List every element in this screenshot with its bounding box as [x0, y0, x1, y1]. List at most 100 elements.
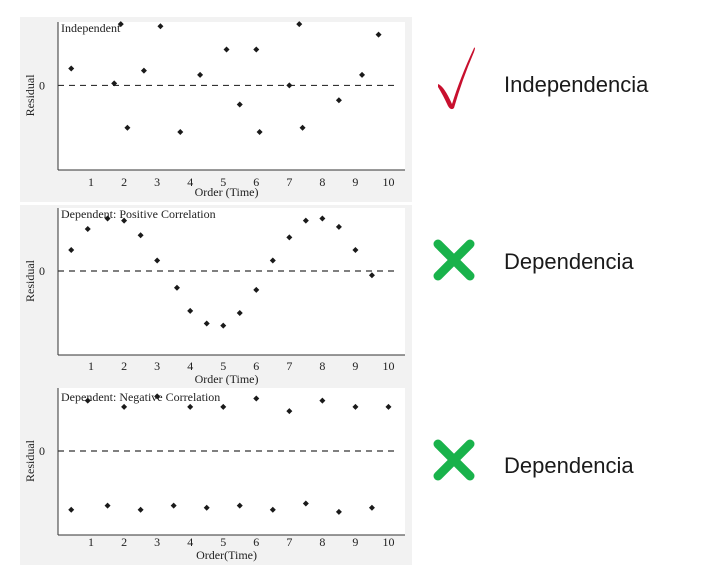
- x-tick-label: 10: [382, 535, 394, 549]
- data-point: [84, 397, 91, 404]
- data-point: [375, 31, 382, 38]
- data-point: [157, 23, 164, 30]
- data-point: [223, 46, 230, 53]
- cross-stroke-b: [433, 439, 475, 481]
- data-point: [121, 217, 128, 224]
- x-axis-label: Order(Time): [196, 548, 257, 562]
- x-tick-label: 2: [121, 535, 127, 549]
- y-tick-label: 0: [39, 78, 45, 92]
- data-point: [253, 46, 260, 53]
- data-point: [335, 97, 342, 104]
- x-tick-label: 7: [286, 175, 292, 189]
- check-icon: [438, 47, 475, 110]
- data-point: [286, 408, 293, 415]
- x-tick-label: 4: [187, 175, 193, 189]
- data-point: [385, 403, 392, 410]
- y-axis-label: Residual: [23, 74, 37, 117]
- x-tick-label: 8: [319, 359, 325, 373]
- cross-stroke-b: [433, 239, 475, 281]
- data-point: [236, 101, 243, 108]
- data-point: [220, 403, 227, 410]
- residual-plot-3: Dependent: Negative Correlation 0Residual…: [20, 385, 634, 565]
- data-point: [352, 247, 359, 253]
- data-point: [84, 226, 91, 232]
- x-tick-label: 10: [382, 175, 394, 189]
- data-point: [137, 506, 144, 513]
- data-point: [286, 82, 293, 89]
- data-point: [359, 71, 366, 78]
- x-tick-label: 1: [88, 359, 94, 373]
- x-tick-label: 3: [154, 175, 160, 189]
- data-point: [352, 403, 359, 410]
- x-tick-label: 7: [286, 359, 292, 373]
- cross-icon: [433, 439, 475, 481]
- data-point: [197, 71, 204, 78]
- data-point: [269, 257, 276, 264]
- data-point: [177, 128, 184, 135]
- data-point: [302, 217, 309, 224]
- data-point: [253, 395, 260, 402]
- x-tick-label: 10: [382, 359, 394, 373]
- data-point: [154, 257, 161, 264]
- x-tick-label: 3: [154, 535, 160, 549]
- x-tick-label: 2: [121, 175, 127, 189]
- data-point: [68, 247, 75, 253]
- x-tick-label: 8: [319, 535, 325, 549]
- x-tick-label: 2: [121, 359, 127, 373]
- data-point: [124, 124, 131, 131]
- data-point: [269, 506, 276, 513]
- x-tick-label: 4: [187, 535, 193, 549]
- data-point: [137, 232, 144, 239]
- x-tick-label: 9: [352, 359, 358, 373]
- plot-area: [58, 208, 405, 355]
- x-tick-label: 1: [88, 535, 94, 549]
- x-tick-label: 6: [253, 535, 259, 549]
- data-point: [170, 502, 177, 509]
- x-tick-label: 6: [253, 175, 259, 189]
- x-tick-label: 3: [154, 359, 160, 373]
- data-point: [236, 502, 243, 509]
- x-tick-label: 1: [88, 175, 94, 189]
- verdict-label: Dependencia: [504, 453, 634, 478]
- data-point: [187, 307, 194, 314]
- plot-title: Independent: [61, 21, 121, 35]
- data-point: [335, 508, 342, 515]
- data-point: [187, 403, 194, 410]
- x-tick-label: 5: [220, 535, 226, 549]
- residual-plot-2: Dependent: Positive Correlation 0Residual…: [20, 205, 634, 386]
- data-point: [140, 67, 147, 74]
- data-point: [68, 506, 75, 513]
- x-tick-label: 8: [319, 175, 325, 189]
- verdict-label: Independencia: [504, 72, 649, 97]
- data-point: [203, 320, 210, 327]
- verdict-label: Dependencia: [504, 249, 634, 274]
- x-tick-label: 9: [352, 175, 358, 189]
- y-axis-label: Residual: [23, 259, 37, 302]
- data-point: [236, 310, 243, 316]
- data-point: [299, 124, 306, 131]
- x-tick-label: 9: [352, 535, 358, 549]
- data-point: [220, 322, 227, 329]
- data-point: [203, 504, 210, 511]
- x-tick-label: 5: [220, 175, 226, 189]
- x-tick-label: 6: [253, 359, 259, 373]
- data-point: [319, 215, 326, 222]
- data-point: [111, 80, 118, 87]
- data-point: [302, 500, 309, 507]
- data-point: [104, 215, 111, 222]
- plot-area: [58, 388, 405, 535]
- plot-area: [58, 22, 405, 170]
- data-point: [117, 21, 124, 28]
- data-point: [335, 223, 342, 230]
- data-point: [154, 393, 161, 400]
- plot-title: Dependent: Positive Correlation: [61, 207, 216, 221]
- data-point: [319, 397, 326, 404]
- data-point: [253, 286, 260, 293]
- x-tick-label: 7: [286, 535, 292, 549]
- data-point: [68, 65, 75, 72]
- x-axis-label: Order (Time): [195, 185, 259, 199]
- plot-title: Dependent: Negative Correlation: [61, 390, 220, 404]
- cross-icon: [433, 239, 475, 281]
